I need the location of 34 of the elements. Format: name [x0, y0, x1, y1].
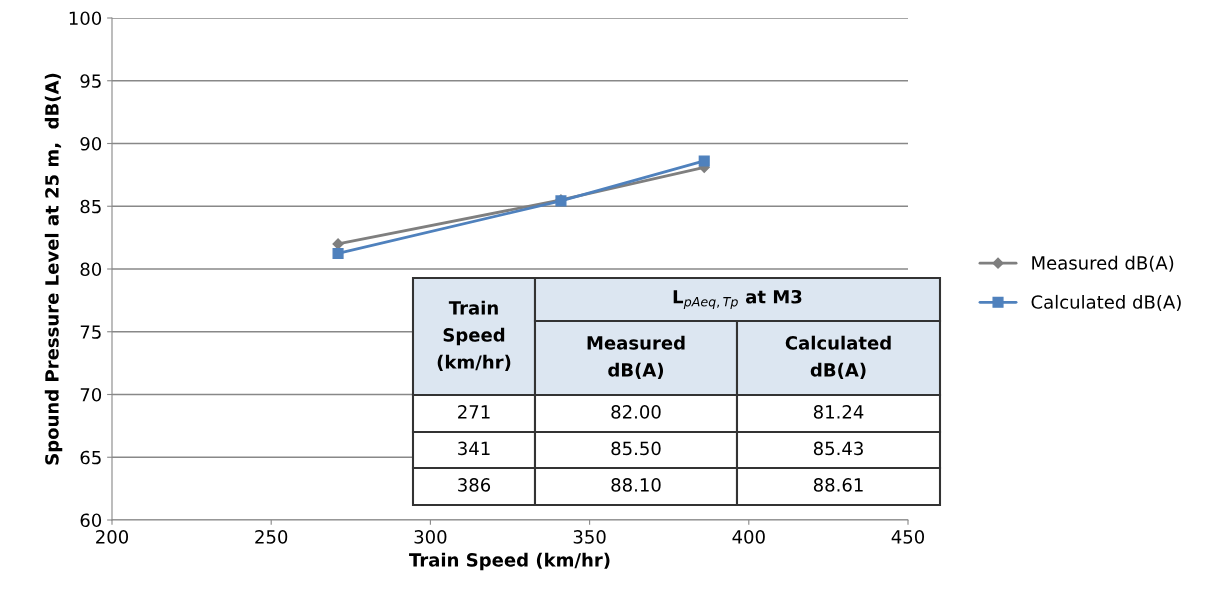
- y-tick-label: 70: [80, 387, 102, 402]
- annotation: 88.61: [813, 478, 863, 492]
- point: [698, 155, 710, 167]
- annotation: Measured dB(A): [587, 335, 685, 379]
- x-tick-label: 350: [573, 530, 606, 544]
- legend-label: Measured dB(A): [1032, 255, 1174, 272]
- x-axis-title: Train Speed (km/hr): [409, 552, 610, 571]
- y-tick-label: 95: [80, 74, 101, 88]
- annotation: 85.50: [611, 441, 661, 456]
- x-tick-label: 400: [732, 530, 765, 544]
- annotation: Train Speed (km/hr): [437, 300, 511, 371]
- annotation: 82.00: [611, 405, 661, 419]
- y-tick-label: 75: [80, 325, 101, 339]
- point: [332, 247, 344, 259]
- x-tick-label: 250: [255, 530, 288, 544]
- x-tick-label: 200: [96, 530, 129, 544]
- annotation: L$_{pAeq,Tp}$ at M3: [673, 289, 802, 309]
- annotation: 341: [458, 441, 490, 456]
- annotation: 81.24: [813, 405, 864, 419]
- y-tick-label: 80: [80, 262, 102, 277]
- annotation: Calculated dB(A): [785, 335, 891, 379]
- x-tick-label: 450: [891, 530, 925, 544]
- y-axis-title: Spound Pressure Level at 25 m, dB(A): [44, 73, 63, 465]
- y-tick-label: 65: [80, 450, 101, 465]
- y-tick-label: 90: [80, 136, 102, 151]
- annotation: 88.10: [611, 478, 661, 492]
- annotation: 386: [458, 478, 491, 492]
- annotation: 85.43: [813, 441, 863, 456]
- legend-label: Calculated dB(A): [1031, 294, 1181, 311]
- x-tick-label: 300: [414, 530, 447, 544]
- y-tick-label: 85: [80, 199, 101, 214]
- annotation: 271: [458, 405, 490, 419]
- y-tick-label: 100: [69, 11, 102, 26]
- y-tick-label: 60: [80, 513, 102, 528]
